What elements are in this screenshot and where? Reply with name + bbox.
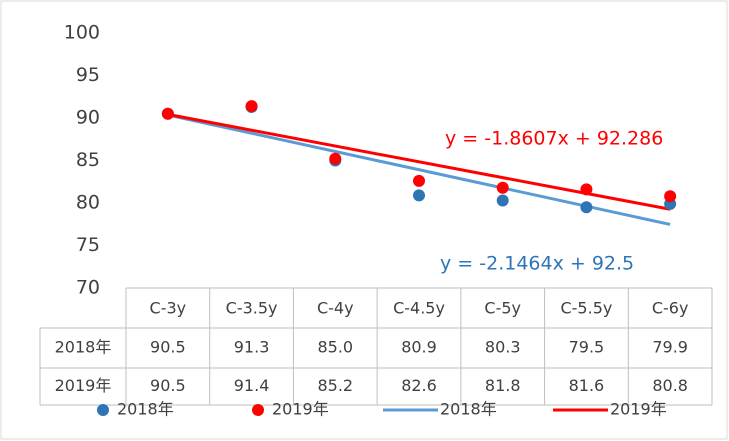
category-label: C-4.5y xyxy=(393,299,445,318)
row-label: 2018年 xyxy=(55,338,112,357)
point xyxy=(413,174,425,187)
legend-label: 2018年 xyxy=(117,400,174,419)
trend-equation: y = -2.1464x + 92.5 xyxy=(440,253,634,275)
table-value: 79.5 xyxy=(569,338,605,357)
legend-label: 2018年 xyxy=(440,400,497,419)
table-value: 81.8 xyxy=(485,376,521,395)
table-value: 80.8 xyxy=(652,376,688,395)
point xyxy=(496,181,509,194)
table-value: 90.5 xyxy=(150,338,186,357)
y-tick-label: 80 xyxy=(76,192,100,214)
y-tick-label: 85 xyxy=(76,149,100,171)
table-value: 85.0 xyxy=(317,338,353,357)
table-value: 79.9 xyxy=(652,338,688,357)
legend-label: 2019年 xyxy=(272,400,329,419)
point xyxy=(580,183,593,196)
y-tick-label: 75 xyxy=(76,234,100,256)
point xyxy=(329,152,342,165)
category-label: C-4y xyxy=(317,299,354,318)
y-tick-label: 100 xyxy=(64,22,100,44)
point xyxy=(245,100,258,113)
y-tick-label: 95 xyxy=(76,64,100,86)
point xyxy=(413,189,425,202)
y-tick-label: 90 xyxy=(76,107,100,129)
table-value: 90.5 xyxy=(150,376,186,395)
point xyxy=(161,107,174,120)
legend-label: 2019年 xyxy=(610,400,667,419)
row-label: 2019年 xyxy=(55,376,112,395)
category-label: C-6y xyxy=(652,299,689,318)
point xyxy=(496,194,509,207)
category-label: C-3.5y xyxy=(226,299,278,318)
y-tick-label: 70 xyxy=(76,277,100,299)
category-label: C-5y xyxy=(484,299,521,318)
point xyxy=(580,201,593,214)
table-value: 81.6 xyxy=(569,376,605,395)
category-label: C-5.5y xyxy=(560,299,612,318)
legend-marker xyxy=(97,404,109,416)
table-value: 80.9 xyxy=(401,338,437,357)
table-value: 91.4 xyxy=(234,376,270,395)
legend-marker xyxy=(252,404,264,416)
table-value: 80.3 xyxy=(485,338,521,357)
table-value: 85.2 xyxy=(317,376,353,395)
trend-equation: y = -1.8607x + 92.286 xyxy=(445,128,663,150)
point xyxy=(664,190,677,203)
table-value: 91.3 xyxy=(234,338,270,357)
table-value: 82.6 xyxy=(401,376,437,395)
category-label: C-3y xyxy=(150,299,187,318)
